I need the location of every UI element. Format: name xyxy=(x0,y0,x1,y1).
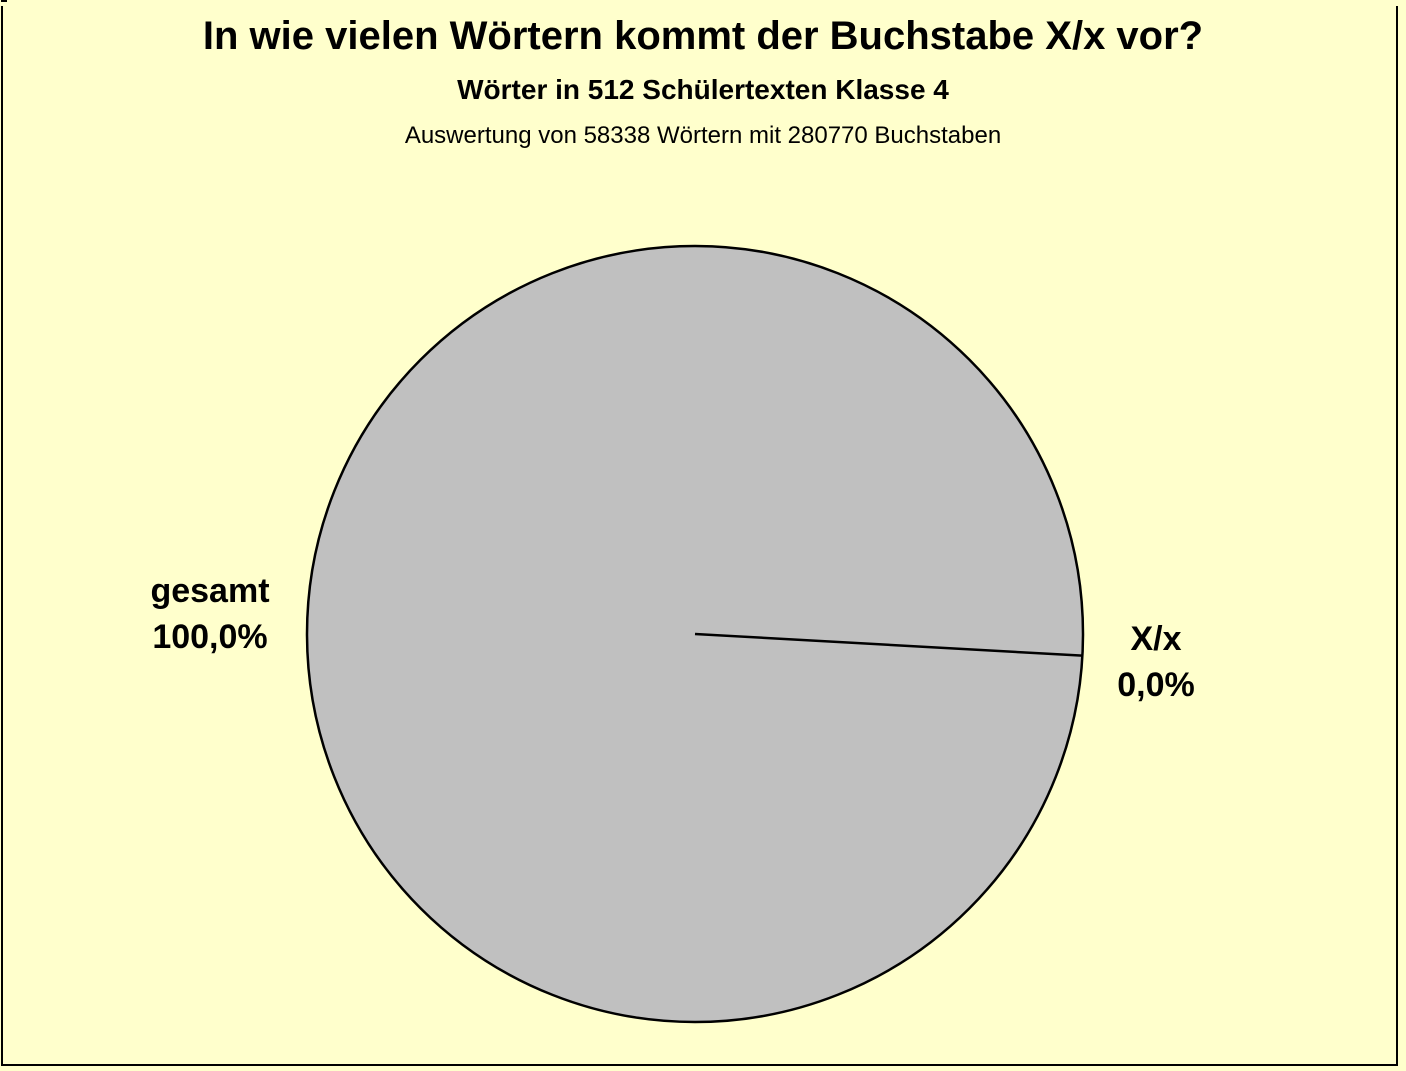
chart-note: Auswertung von 58338 Wörtern mit 280770 … xyxy=(404,122,1002,149)
pie-slice-x-boundary xyxy=(694,632,1083,657)
label-gesamt-percent: 100,0% xyxy=(152,618,267,656)
label-gesamt-name: gesamt xyxy=(150,572,269,610)
label-x-name: X/x xyxy=(1130,620,1181,658)
chart-title: In wie vielen Wörtern kommt der Buchstab… xyxy=(202,14,1204,58)
chart-subtitle: Wörter in 512 Schülertexten Klasse 4 xyxy=(457,74,949,105)
label-x-percent: 0,0% xyxy=(1117,666,1195,704)
